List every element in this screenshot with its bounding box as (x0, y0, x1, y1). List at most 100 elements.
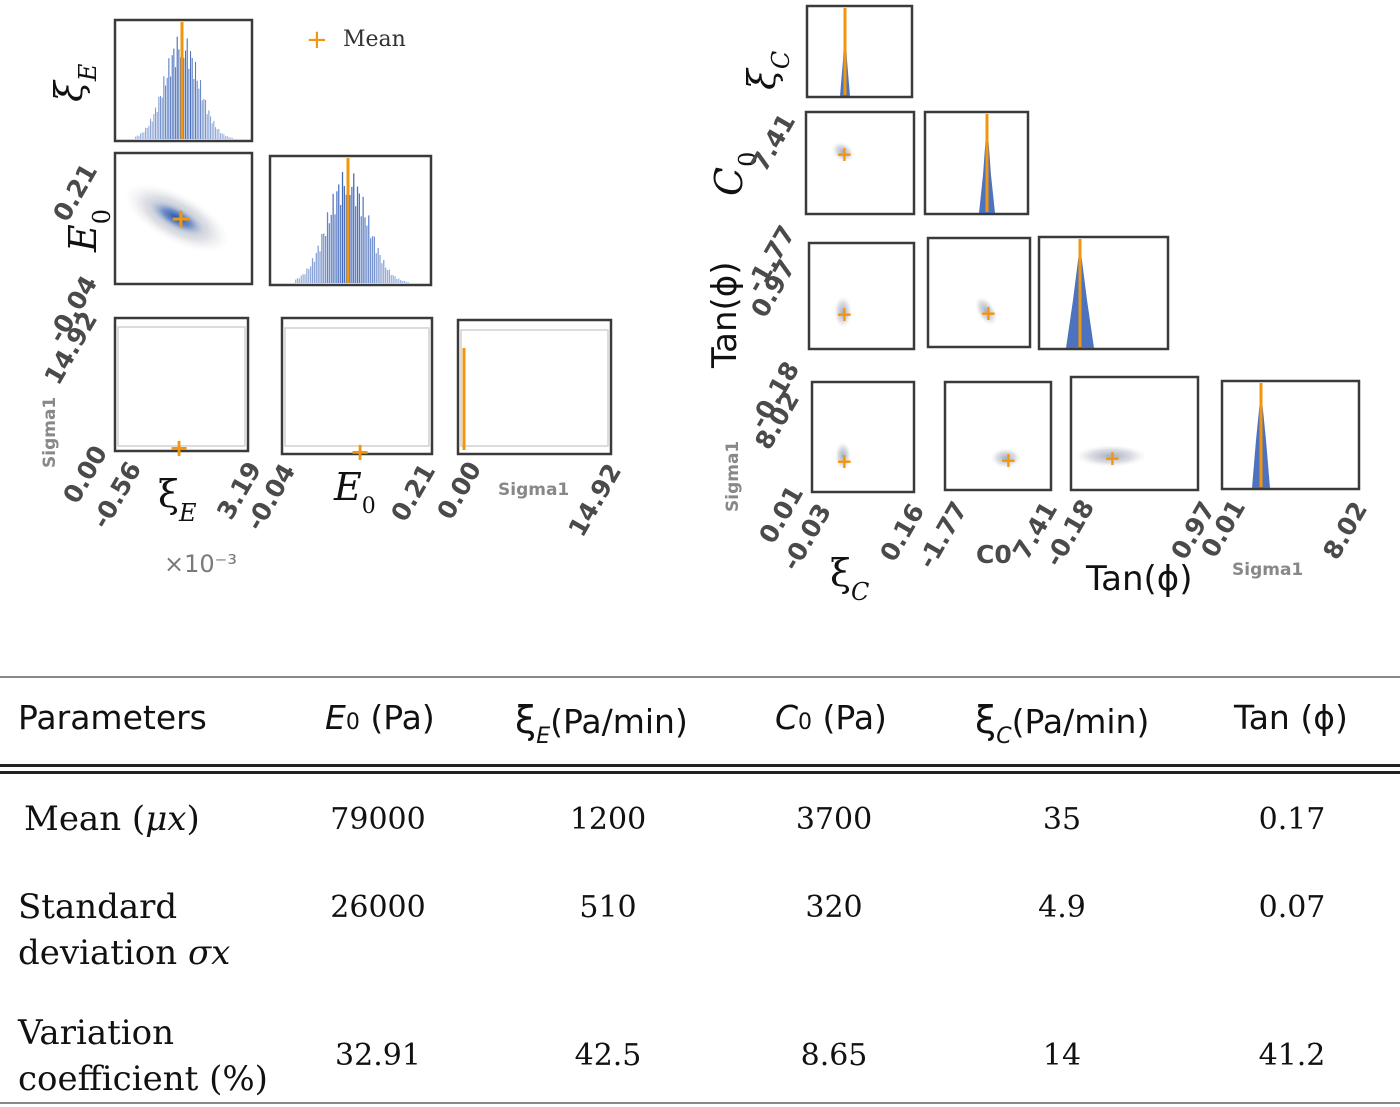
histogram-E0-bar (383, 259, 385, 283)
table-rule-header-b (0, 771, 1400, 774)
histogram-E0-bar (345, 194, 347, 283)
histogram-xiE-bar (218, 129, 220, 139)
cell-std-xiE: 510 (579, 890, 637, 925)
histogram-xiE-bar (198, 88, 200, 139)
histogram-E0-bar (323, 233, 325, 283)
x-tick-E0-max: 0.21 (385, 459, 441, 527)
right-corner-plot: + + + + (705, 4, 1373, 606)
histogram-E0-bar (358, 193, 361, 283)
histogram-E0-bar (390, 275, 392, 283)
panel-C0-vs-sigma1: + (943, 380, 1053, 492)
histogram-E0-bar (381, 263, 383, 283)
mean-marker-C0-tanphi: + (980, 301, 997, 325)
histogram-xiE-bar (141, 132, 143, 139)
row-label-std: Standard deviation σx (18, 887, 231, 973)
histogram-xiE-bar (213, 120, 215, 139)
legend-label: Mean (343, 27, 406, 52)
corner-plots: + Mean + + (39, 4, 1373, 606)
histogram-E0-bar (325, 235, 327, 283)
histogram-xiE-bar (143, 132, 145, 139)
histogram-E0-bar (355, 206, 357, 283)
histogram-xiE-bar (150, 118, 152, 139)
histogram-xiE-bar (196, 80, 198, 139)
mean-marker-xiC-C0: + (836, 142, 853, 166)
x-tick-sigma1-min: 0.00 (431, 457, 487, 525)
histogram-xiE-bar (211, 123, 213, 139)
histogram-E0-bar (328, 223, 331, 283)
multiplier: ×10⁻³ (164, 550, 237, 578)
header-tanphi: Tan (ϕ) (1234, 698, 1348, 737)
x-tick-sigma1-max: 14.92 (563, 459, 628, 542)
header-xiC: ξC(Pa/min) (975, 698, 1150, 749)
histogram-E0-bar (403, 280, 406, 283)
histogram-E0-bar (379, 254, 381, 283)
histogram-xiE-bar (151, 121, 153, 139)
mean-marker-tanphi-sigma1: + (1104, 446, 1121, 470)
histogram-xiE-bar (145, 127, 147, 139)
histogram-E0-bar (319, 251, 321, 283)
panel-C0-hist (923, 110, 1030, 216)
histogram-xiE-bar (223, 134, 225, 139)
histogram-E0-bar (362, 196, 364, 283)
y-tick-C0-max: 7.41 (745, 109, 801, 177)
panel-xiC-vs-tanphi: + (807, 241, 916, 351)
histogram-E0-bar (351, 186, 353, 283)
histogram-E0-bar (298, 278, 301, 283)
histogram-E0-bar (334, 214, 336, 283)
table-rule-top (0, 676, 1400, 678)
histogram-xiE-bar (168, 58, 170, 140)
histogram-E0-bar (396, 278, 398, 283)
histogram-E0-bar (317, 245, 319, 283)
cell-std-xiC: 4.9 (1038, 890, 1086, 925)
histogram-xiE-bar (221, 133, 223, 139)
histogram-E0-bar (315, 252, 317, 283)
x-label-E0: E0 (333, 465, 376, 519)
histogram-E0-bar (394, 276, 396, 283)
histogram-xiE-bar (178, 49, 180, 139)
histogram-E0-bar (326, 212, 329, 283)
histogram-xiE-bar (148, 125, 150, 139)
panel-sigma1-hist-right (1220, 379, 1361, 491)
x-label-xiE: ξE (158, 472, 197, 527)
table-rule-header-a (0, 764, 1400, 767)
histogram-E0-bar (338, 184, 340, 283)
cell-mean-xiC: 35 (1042, 802, 1082, 837)
header-parameters: Parameters (18, 698, 207, 737)
mean-marker-xiC-tanphi: + (836, 302, 853, 326)
panel-xiC-vs-sigma1: + (810, 380, 916, 494)
panel-xiE-vs-sigma1: + (113, 316, 250, 462)
histogram-E0-bar (400, 279, 402, 283)
histogram-E0-bar (373, 236, 376, 283)
histogram-E0-bar (368, 215, 370, 283)
histogram-E0-bar (388, 269, 391, 283)
x-label-sigma1: Sigma1 (498, 480, 569, 500)
x-label-tanphi: Tan(ϕ) (1085, 559, 1192, 599)
histogram-E0-bar (313, 261, 316, 283)
y-label-C0: C0 (707, 152, 762, 196)
histogram-xiE-bar (183, 57, 185, 140)
left-corner-plot: + Mean + + (39, 18, 628, 578)
cell-std-C0: 320 (805, 890, 863, 925)
histogram-E0-bar (366, 225, 368, 283)
x-label-C0: C0 (976, 540, 1012, 569)
histogram-E0-bar (375, 253, 377, 283)
header-E0: E0 (Pa) (325, 698, 435, 737)
cell-std-E0: 26000 (330, 890, 426, 925)
histogram-xiE-bar (208, 110, 210, 139)
cell-cv-E0: 32.91 (335, 1038, 421, 1073)
histogram-E0-bar (300, 275, 302, 283)
mean-marker-xiE-sigma1: + (169, 434, 189, 462)
panel-xiE-hist (113, 18, 254, 143)
histogram-E0-bar (336, 191, 338, 283)
histogram-E0-bar (321, 233, 323, 283)
histogram-xiE-bar (210, 116, 212, 139)
legend-marker: + (306, 25, 328, 55)
histogram-xiE-bar (201, 100, 203, 139)
histogram-E0-bar (341, 172, 344, 283)
histogram-xiE-bar (188, 68, 190, 139)
histogram-E0-bar (370, 238, 372, 283)
table-rule-bottom (0, 1102, 1400, 1104)
row-label-mean: Mean (μx) (24, 799, 200, 839)
histogram-xiE-bar (191, 57, 193, 139)
histogram-E0-bar (360, 216, 362, 283)
